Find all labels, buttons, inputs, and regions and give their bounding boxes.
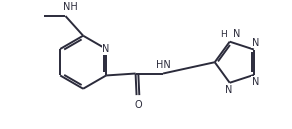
Text: N: N: [225, 85, 232, 95]
Text: NH: NH: [63, 2, 78, 12]
Text: O: O: [134, 100, 142, 110]
Text: N: N: [252, 77, 260, 87]
Text: N: N: [102, 44, 110, 54]
Text: H: H: [220, 30, 227, 39]
Text: N: N: [252, 38, 260, 48]
Text: HN: HN: [156, 60, 171, 70]
Text: N: N: [233, 29, 240, 39]
